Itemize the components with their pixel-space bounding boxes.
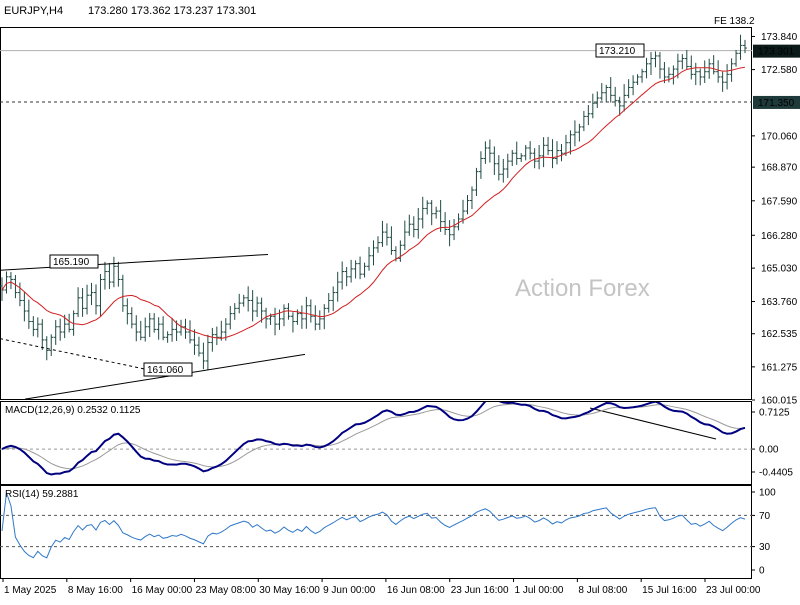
rsi-axis-tick-label: 30	[759, 542, 771, 553]
swing-low-label: 161.060	[147, 365, 184, 376]
rsi-line	[1, 492, 746, 559]
recent-high-label-box	[595, 43, 645, 58]
time-axis-tick-label: 9 Jun 00:00	[323, 585, 376, 596]
price-axis-tick-label: 170.060	[761, 131, 798, 142]
price-axis-tick-label: 165.030	[761, 264, 798, 275]
rsi-axis: 100 70 30 0	[752, 488, 776, 577]
level-price-value: 171.350	[758, 98, 795, 109]
swing-high-label-box	[49, 254, 99, 269]
price-axis-tick-label: 162.535	[761, 329, 798, 340]
chart-symbol: EURJPY,H4	[4, 5, 63, 17]
swing-low-label-box	[143, 362, 193, 377]
time-axis-tick-label: 1 Jul 00:00	[515, 585, 564, 596]
time-axis-tick-label: 23 May 08:00	[195, 585, 256, 596]
time-axis-tick-label: 23 Jun 16:00	[451, 585, 509, 596]
fib-extension-label: FE 138.2	[714, 16, 755, 27]
macd-pane-frame	[0, 401, 752, 485]
lower-trendline	[24, 353, 306, 400]
macd-axis-tick-label: 0.7125	[759, 408, 790, 419]
rsi-pane-frame	[0, 485, 752, 579]
price-axis-tick-label: 166.280	[761, 231, 798, 242]
watermark: Action Forex	[515, 275, 650, 302]
price-axis-tick-label: 168.870	[761, 163, 798, 174]
price-axis-tick-label: 172.580	[761, 65, 798, 76]
upper-trendline	[0, 253, 269, 271]
macd-axis: 0.7125 0.00 -0.4405	[752, 408, 793, 479]
macd-line	[1, 402, 746, 476]
time-axis-tick-label: 15 Jul 16:00	[642, 585, 697, 596]
time-axis-tick-label: 23 Jul 00:00	[706, 585, 761, 596]
time-axis-tick-label: 16 May 00:00	[132, 585, 193, 596]
price-axis-tick-label: 167.590	[761, 196, 798, 207]
macd-title: MACD(12,26,9) 0.2532 0.1125	[5, 405, 141, 416]
swing-high-label: 165.190	[53, 257, 90, 268]
dashed-trendline	[0, 338, 151, 371]
trendlines	[0, 253, 717, 440]
rsi-indicator	[0, 492, 752, 559]
moving-average-line	[1, 66, 746, 339]
moving-average	[1, 66, 746, 339]
price-guides	[0, 50, 752, 103]
rsi-title: RSI(14) 59.2881	[5, 489, 79, 500]
rsi-axis-tick-label: 0	[759, 566, 765, 577]
recent-high-label: 173.210	[599, 46, 636, 57]
price-axis-tick-label: 160.015	[761, 396, 798, 407]
rsi-axis-tick-label: 100	[759, 488, 776, 499]
current-price-tag	[753, 44, 800, 58]
rsi-axis-tick-label: 70	[759, 511, 771, 522]
price-axis-tick-label: 161.275	[761, 362, 798, 373]
price-axis-tick-label: 173.840	[761, 32, 798, 43]
price-bars	[0, 34, 747, 370]
time-axis-tick-label: 30 May 16:00	[259, 585, 320, 596]
time-axis-tick-label: 1 May 2025	[4, 585, 57, 596]
macd-axis-tick-label: -0.4405	[759, 468, 793, 479]
time-axis-tick-label: 8 May 16:00	[68, 585, 123, 596]
level-price-tag	[753, 95, 800, 109]
macd-divergence-line	[589, 407, 717, 440]
current-price-value: 173.301	[758, 47, 795, 58]
price-pane-frame	[0, 27, 752, 400]
price-axis-tick-label: 163.760	[761, 297, 798, 308]
price-axis: 173.840 172.580 170.060 168.870 167.590 166.2…	[752, 32, 798, 407]
time-axis: 1 May 2025 8 May 16:00 16 May 00:00 23 May …	[2, 578, 761, 596]
macd-indicator	[0, 402, 752, 476]
time-axis-tick-label: 16 Jun 08:00	[387, 585, 445, 596]
time-axis-tick-label: 8 Jul 08:00	[578, 585, 627, 596]
macd-axis-tick-label: 0.00	[759, 445, 779, 456]
annotations: 165.190 161.060 173.210 FE 138.2 173.301 171.…	[49, 16, 800, 377]
chart-ohlc-readout: 173.280 173.362 173.237 173.301	[88, 5, 256, 17]
